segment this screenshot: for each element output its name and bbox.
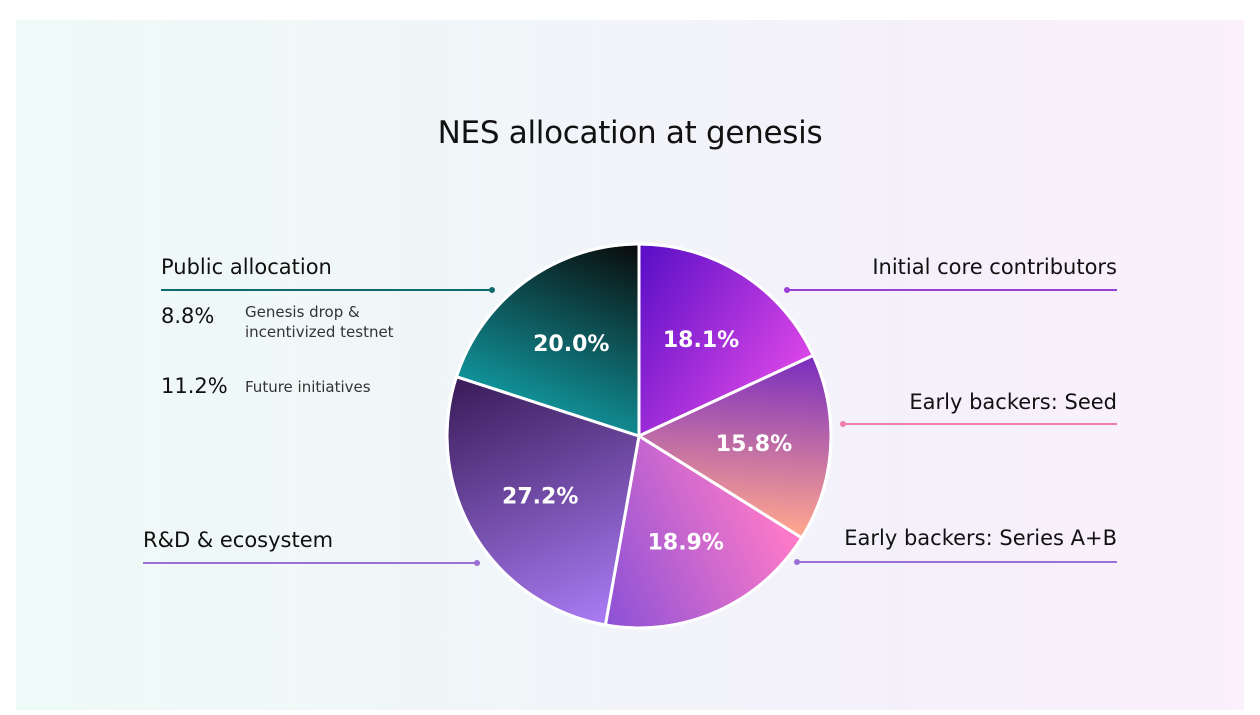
public-breakdown-pct-2: 11.2% bbox=[161, 374, 228, 398]
rnd-leader-dot bbox=[474, 560, 480, 566]
rnd-label: R&D & ecosystem bbox=[143, 528, 334, 552]
pie-slice-label-1: 18.1% bbox=[663, 328, 739, 353]
public-allocation-leader-dot bbox=[489, 287, 495, 293]
core-contributors-leader-line bbox=[787, 289, 1117, 291]
pie-slice-label-4: 27.2% bbox=[502, 484, 578, 509]
core-contributors-label: Initial core contributors bbox=[872, 255, 1117, 279]
seed-leader-line bbox=[843, 423, 1117, 425]
pie-slice-label-2: 15.8% bbox=[716, 432, 792, 457]
pie-outline bbox=[445, 242, 833, 630]
public-allocation-leader-line bbox=[161, 289, 491, 291]
public-breakdown-pct-1: 8.8% bbox=[161, 304, 215, 328]
pie-slice-label-5: 20.0% bbox=[533, 332, 609, 357]
public-breakdown-desc-2: Future initiatives bbox=[245, 378, 371, 396]
chart-title: NES allocation at genesis bbox=[437, 115, 823, 151]
public-allocation-label: Public allocation bbox=[161, 255, 332, 279]
pie-slice-label-3: 18.9% bbox=[648, 530, 724, 555]
seed-label: Early backers: Seed bbox=[909, 390, 1117, 414]
public-breakdown-desc-1b: incentivized testnet bbox=[245, 323, 394, 341]
public-breakdown-desc-1a: Genesis drop & bbox=[245, 303, 360, 321]
series-leader-line bbox=[797, 561, 1117, 563]
rnd-leader-line bbox=[143, 562, 476, 564]
series-label: Early backers: Series A+B bbox=[844, 526, 1117, 550]
